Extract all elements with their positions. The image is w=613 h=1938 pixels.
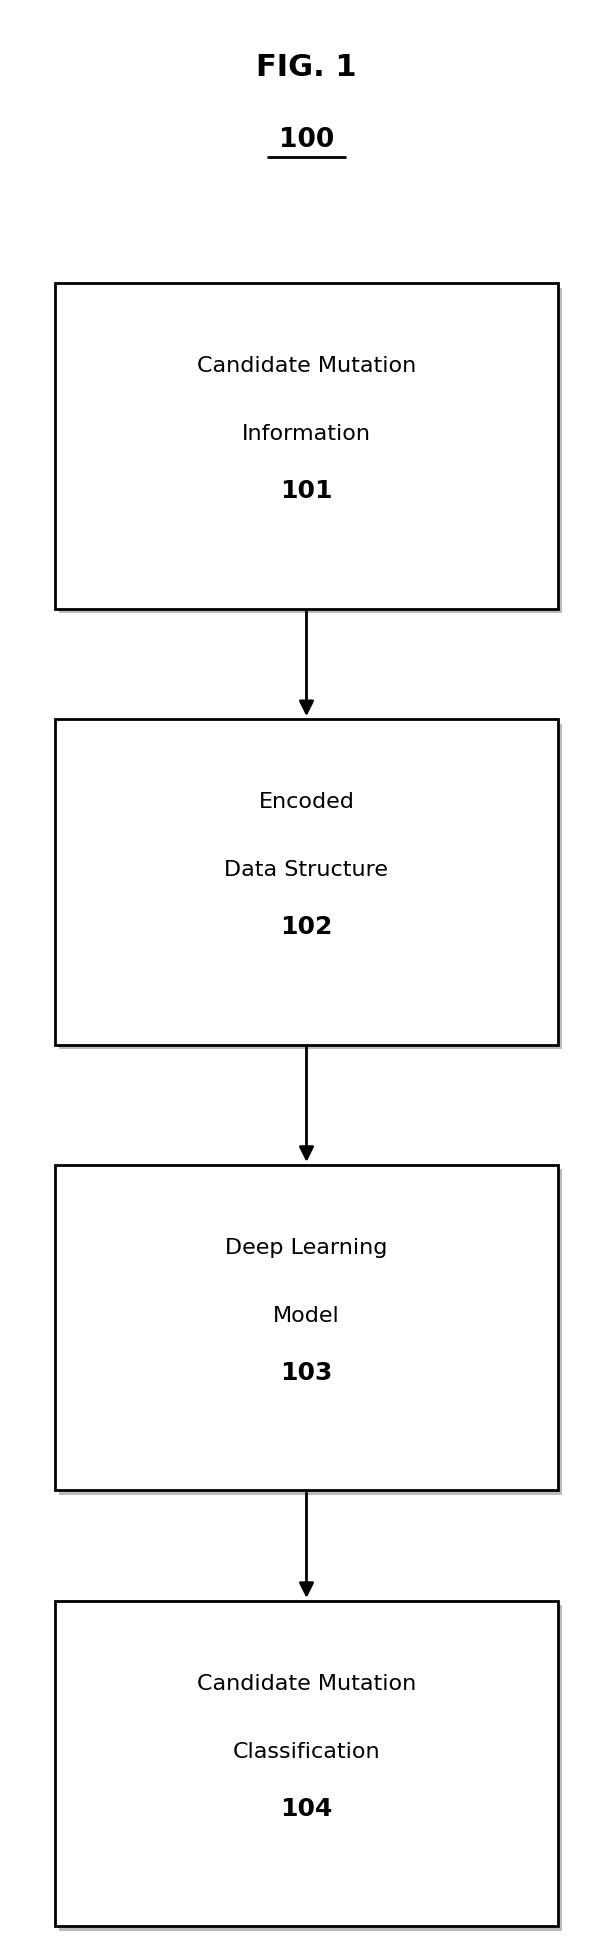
Text: Encoded: Encoded — [259, 793, 354, 812]
Text: 103: 103 — [280, 1360, 333, 1386]
Bar — [59, 723, 562, 1048]
Text: 101: 101 — [280, 479, 333, 504]
Text: Data Structure: Data Structure — [224, 860, 389, 880]
Bar — [55, 283, 558, 609]
Text: Candidate Mutation: Candidate Mutation — [197, 357, 416, 376]
Bar — [59, 287, 562, 612]
Bar — [55, 1165, 558, 1490]
Text: Candidate Mutation: Candidate Mutation — [197, 1674, 416, 1694]
Text: 104: 104 — [280, 1797, 333, 1822]
Text: FIG. 1: FIG. 1 — [256, 54, 357, 81]
Bar — [59, 1605, 562, 1930]
Text: Deep Learning: Deep Learning — [226, 1238, 387, 1258]
Text: Classification: Classification — [233, 1742, 380, 1762]
Text: 100: 100 — [279, 126, 334, 153]
Bar — [55, 1601, 558, 1926]
Bar — [55, 719, 558, 1045]
Text: Model: Model — [273, 1306, 340, 1326]
Bar — [59, 1169, 562, 1494]
Text: Information: Information — [242, 424, 371, 444]
Text: 102: 102 — [280, 915, 333, 940]
